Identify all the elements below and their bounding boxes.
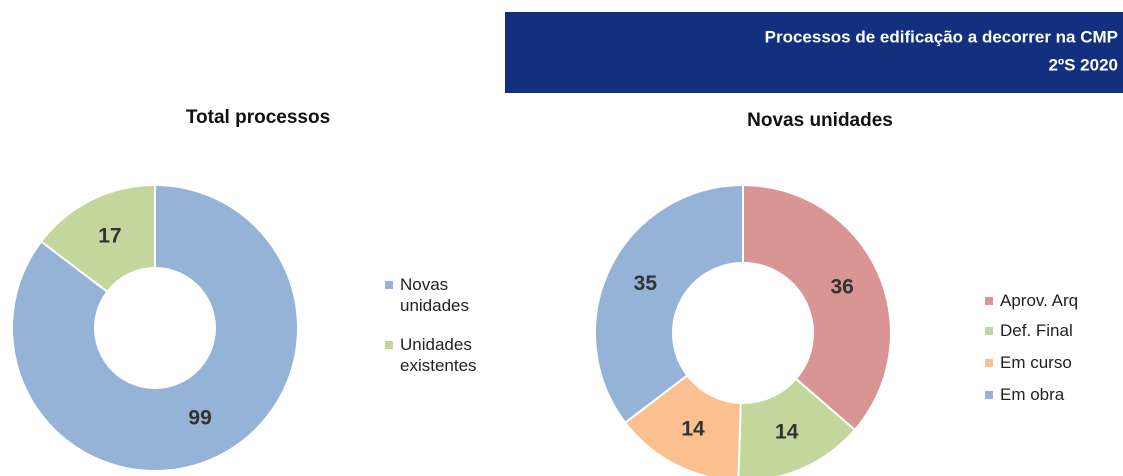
legend-swatch xyxy=(985,391,993,399)
legend-item: Unidades existentes xyxy=(385,334,505,376)
legend-label: Em curso xyxy=(1000,353,1072,372)
donut-segment xyxy=(737,377,857,476)
donut-segment xyxy=(594,183,744,425)
data-label: 14 xyxy=(681,417,705,440)
legend-label: Def. Final xyxy=(1000,321,1073,340)
legend-item: Aprov. Arq xyxy=(985,290,1123,311)
legend-swatch xyxy=(385,341,393,349)
legend-item: Novas unidades xyxy=(385,274,505,316)
header-line: 2ºS 2020 xyxy=(1048,55,1118,74)
donut-segment xyxy=(39,183,156,294)
data-label: 99 xyxy=(188,406,211,429)
legend-label: Em obra xyxy=(1000,385,1065,404)
legend-label: Aprov. Arq xyxy=(1000,291,1079,310)
legend-item: Em curso xyxy=(985,352,1123,373)
legend-swatch xyxy=(385,281,393,289)
donut-segment xyxy=(742,183,892,432)
legend-swatch xyxy=(985,359,993,367)
chart-title: Novas unidades xyxy=(747,110,893,131)
data-label: 35 xyxy=(634,272,658,295)
chart-title: Total processos xyxy=(186,107,330,128)
legend-item: Em obra xyxy=(985,384,1123,405)
header-banner xyxy=(505,12,1123,93)
data-label: 36 xyxy=(830,275,853,298)
legend-swatch xyxy=(985,327,993,335)
legend-item: Def. Final xyxy=(985,320,1123,341)
legend-swatch xyxy=(985,297,993,305)
legend-label: Unidades existentes xyxy=(400,335,477,375)
data-label: 17 xyxy=(98,225,121,248)
donut-segment xyxy=(11,183,299,472)
header-line: Processos de edificação a decorrer na CM… xyxy=(765,27,1118,46)
data-label: 14 xyxy=(775,420,799,443)
legend-label: Novas unidades xyxy=(400,275,470,315)
